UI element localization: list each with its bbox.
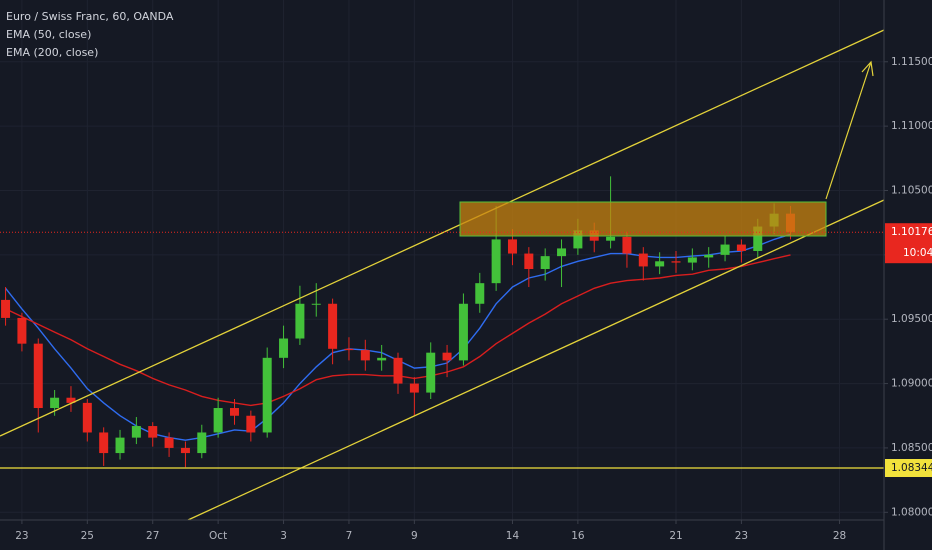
time-axis-panel	[0, 520, 884, 550]
candle-body	[344, 348, 354, 351]
candle-body	[491, 239, 501, 284]
candle-body	[736, 244, 746, 251]
x-tick-label: 27	[146, 530, 159, 542]
candle-body	[720, 244, 730, 255]
drawings	[0, 29, 885, 521]
candle-body	[33, 343, 43, 409]
axes: 1.080001.085001.090001.095001.100001.105…	[15, 56, 932, 542]
legend-entry: EMA (200, close)	[6, 46, 98, 59]
candle-body	[377, 357, 387, 361]
candle-body	[638, 253, 648, 267]
x-tick-label: 21	[669, 530, 682, 542]
candle-body	[704, 254, 714, 258]
chart-title: Euro / Swiss Franc, 60, OANDA	[6, 10, 174, 23]
channel-upper	[0, 29, 885, 437]
candle-body	[246, 415, 256, 433]
candle-body	[311, 303, 321, 305]
y-tick-label: 1.11500	[891, 56, 932, 68]
candle-body	[458, 303, 468, 361]
legend-entry: EMA (50, close)	[6, 28, 91, 41]
candle-body	[524, 253, 534, 270]
x-tick-label: 14	[506, 530, 520, 542]
x-tick-label: 25	[81, 530, 94, 542]
candle-body	[442, 352, 452, 361]
candle-body	[279, 338, 289, 358]
candle-body	[622, 236, 632, 254]
candle-body	[50, 397, 60, 409]
candle-body	[197, 432, 207, 454]
candle-body	[409, 383, 419, 393]
x-tick-label: 23	[15, 530, 28, 542]
price-axis-panel	[884, 0, 932, 550]
y-tick-label: 1.11000	[891, 120, 932, 132]
arrow-line	[825, 61, 872, 200]
candle-body	[82, 402, 92, 433]
x-tick-label: 7	[346, 530, 353, 542]
arrow-head	[861, 60, 874, 77]
candle-body	[328, 303, 338, 349]
candle-body	[426, 352, 436, 393]
candle-body	[99, 432, 109, 454]
candle-body	[115, 437, 125, 454]
x-tick-label: 28	[833, 530, 846, 542]
candle-body	[507, 239, 517, 254]
x-tick-label: 9	[411, 530, 418, 542]
y-tick-label: 1.10500	[891, 184, 932, 196]
candle-body	[557, 248, 567, 257]
y-tick-label: 1.08000	[891, 506, 932, 518]
plot	[1, 176, 795, 468]
y-tick-label: 1.09000	[891, 378, 932, 390]
candle-body	[262, 357, 272, 433]
candle-body	[164, 437, 174, 448]
x-tick-label: Oct	[209, 530, 227, 542]
candle-body	[17, 317, 27, 344]
channel-lower	[187, 199, 885, 521]
candle-body	[540, 256, 550, 270]
candle-body	[475, 283, 485, 304]
candle-body	[393, 357, 403, 384]
candle-body	[360, 350, 370, 361]
candle-body	[229, 408, 239, 416]
y-tick-label: 1.09500	[891, 313, 932, 325]
candle-body	[295, 303, 305, 339]
last-price-label: 1.10176	[891, 226, 932, 238]
candle-body	[1, 299, 11, 318]
x-tick-label: 3	[280, 530, 287, 542]
candle-body	[131, 426, 141, 438]
candle-body	[606, 236, 616, 241]
candle-body	[180, 447, 190, 454]
x-tick-label: 16	[571, 530, 585, 542]
candle-body	[573, 230, 583, 249]
candle-body	[687, 257, 697, 263]
countdown-label: 10:04	[903, 247, 932, 259]
candle-body	[66, 397, 76, 403]
candle-body	[213, 408, 223, 433]
level-label-box	[885, 459, 932, 477]
candle-body	[655, 261, 665, 267]
level-label: 1.08344	[891, 462, 932, 474]
candle-body	[671, 261, 681, 263]
y-tick-label: 1.08500	[891, 442, 932, 454]
last-price-box	[885, 223, 932, 264]
resistance-zone	[459, 201, 827, 237]
overlay	[0, 231, 884, 469]
candle-body	[148, 426, 158, 438]
x-tick-label: 23	[735, 530, 748, 542]
candle-body	[753, 226, 763, 251]
